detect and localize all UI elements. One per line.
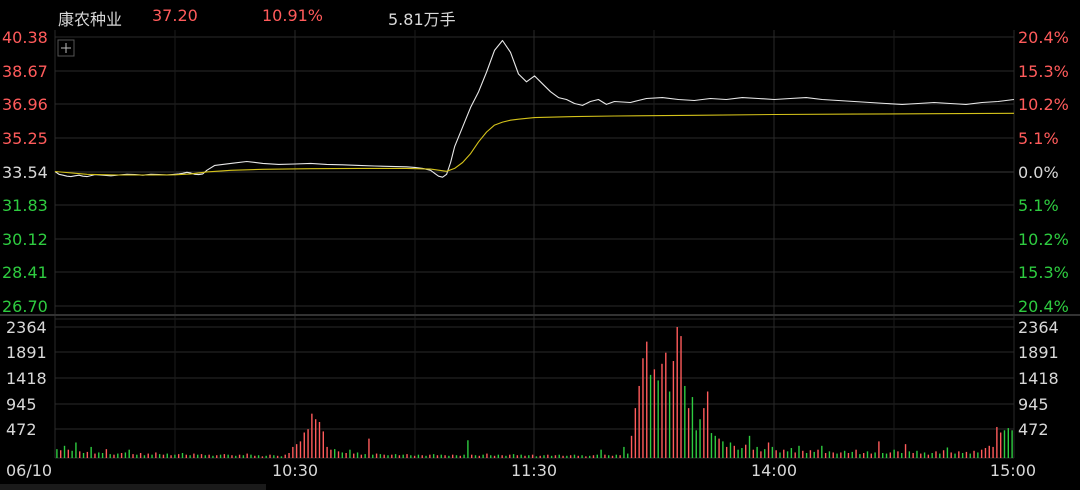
price-lines	[54, 39, 1015, 178]
volume-bars	[56, 327, 1013, 458]
volume-tick-right-2: 1418	[1018, 369, 1059, 388]
volume-tick-right-0: 2364	[1018, 318, 1059, 337]
percent-axis-right: 20.4% 15.3% 10.2% 5.1% 0.0% 5.1% 10.2% 15.3% 20.…	[1018, 28, 1069, 316]
percent-tick-2: 10.2%	[1018, 95, 1069, 114]
plus-icon[interactable]	[57, 39, 75, 57]
price-axis-left: 40.38 38.67 36.96 35.25 33.54 31.83 30.12 28.41…	[2, 28, 48, 316]
average-price-line	[54, 112, 1015, 176]
volume-tick-left-4: 472	[6, 420, 37, 439]
percent-tick-6: 10.2%	[1018, 230, 1069, 249]
price-tick-6: 30.12	[2, 230, 48, 249]
time-axis: 06/10 10:30 11:30 14:00 15:00	[6, 461, 1036, 480]
percent-tick-7: 15.3%	[1018, 263, 1069, 282]
stock-name: 康农种业	[58, 10, 123, 29]
volume-tick-right-3: 945	[1018, 395, 1049, 414]
price-tick-4: 33.54	[2, 163, 48, 182]
quote-header: 康农种业 37.20 10.91% 5.81万手	[0, 0, 1080, 30]
time-tick-2: 11:30	[511, 461, 557, 480]
time-tick-1: 10:30	[272, 461, 318, 480]
volume-label: 5.81万手	[388, 10, 456, 29]
price-tick-7: 28.41	[2, 263, 48, 282]
percent-tick-5: 5.1%	[1018, 196, 1059, 215]
percent-tick-0: 20.4%	[1018, 28, 1069, 47]
volume-tick-left-0: 2364	[6, 318, 47, 337]
volume-tick-left-2: 1418	[6, 369, 47, 388]
last-price: 37.20	[152, 6, 198, 25]
percent-tick-8: 20.4%	[1018, 297, 1069, 316]
price-tick-2: 36.96	[2, 95, 48, 114]
volume-tick-left-3: 945	[6, 395, 37, 414]
time-tick-0: 06/10	[6, 461, 52, 480]
percent-tick-1: 15.3%	[1018, 62, 1069, 81]
volume-axis-left: 2364 1891 1418 945 472	[6, 318, 47, 439]
time-tick-3: 14:00	[751, 461, 797, 480]
volume-tick-right-4: 472	[1018, 420, 1049, 439]
price-tick-5: 31.83	[2, 196, 48, 215]
percent-tick-3: 5.1%	[1018, 129, 1059, 148]
change-percent: 10.91%	[262, 6, 324, 25]
volume-tick-right-1: 1891	[1018, 343, 1059, 362]
percent-tick-4: 0.0%	[1018, 163, 1059, 182]
grid-lines	[0, 30, 1080, 459]
price-tick-3: 35.25	[2, 129, 48, 148]
time-tick-4: 15:00	[990, 461, 1036, 480]
price-tick-1: 38.67	[2, 62, 48, 81]
scrollbar-track[interactable]	[0, 484, 266, 490]
price-tick-8: 26.70	[2, 297, 48, 316]
volume-axis-right: 2364 1891 1418 945 472	[1018, 318, 1059, 439]
volume-tick-left-1: 1891	[6, 343, 47, 362]
price-tick-0: 40.38	[2, 28, 48, 47]
